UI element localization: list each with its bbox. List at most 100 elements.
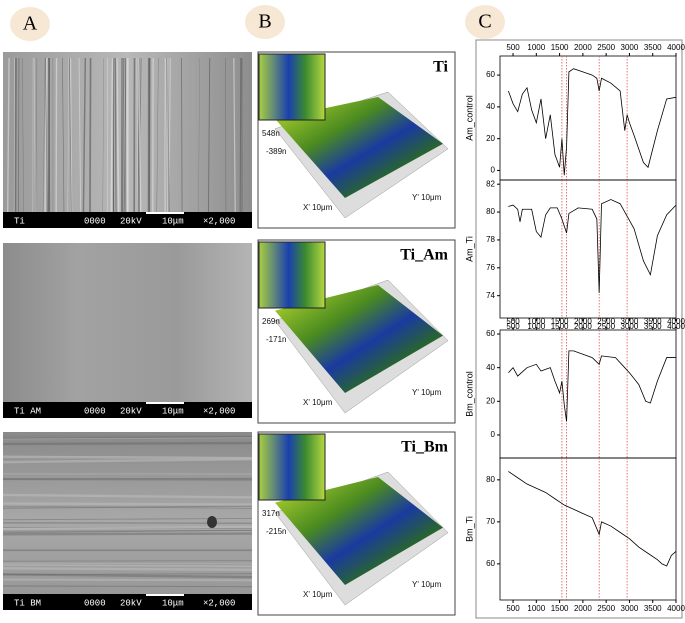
ftir-panel: 0 20 40 60 500 1000 1500 2000 2500 3000 3500 4000 Am… xyxy=(464,39,685,619)
texture xyxy=(35,57,38,213)
sem-sample: Ti AM xyxy=(14,406,41,416)
x-tick-label: 4000 xyxy=(667,604,685,613)
afm-y-axis: Y' 10μm xyxy=(412,580,442,589)
texture xyxy=(102,57,104,213)
sem-code: 0000 xyxy=(84,216,106,226)
x-tick-label: 2500 xyxy=(597,43,615,52)
afm-z-max: 317n xyxy=(262,509,280,518)
sem-voltage: 20kV xyxy=(120,406,142,416)
sem-scale: 10μm xyxy=(162,216,184,226)
x-tick-label: 2000 xyxy=(574,604,592,613)
caption-bar xyxy=(3,594,252,610)
texture xyxy=(2,441,253,446)
texture xyxy=(2,493,253,499)
texture xyxy=(136,57,139,213)
y-axis-label: Am_control xyxy=(464,95,474,141)
panel-label: C xyxy=(478,11,491,33)
texture xyxy=(62,57,65,213)
x-tick-label: 1000 xyxy=(527,317,545,326)
x-tick-label: 4000 xyxy=(667,322,685,331)
texture xyxy=(2,578,253,582)
spectrum-line xyxy=(508,68,677,176)
x-tick-label: 3000 xyxy=(621,43,639,52)
y-tick-label: 70 xyxy=(486,517,495,526)
x-tick-label: 2500 xyxy=(597,317,615,326)
texture xyxy=(22,57,24,213)
sem-magnification: ×2,000 xyxy=(203,598,235,608)
y-tick-label: 80 xyxy=(486,475,495,484)
y-tick-label: 0 xyxy=(491,166,496,175)
afm-surface xyxy=(275,97,443,198)
texture xyxy=(137,57,142,213)
texture xyxy=(2,529,253,534)
x-tick-label: 2500 xyxy=(597,322,615,331)
spectrum-line xyxy=(508,471,677,567)
x-tick-label: 3500 xyxy=(644,317,662,326)
texture xyxy=(2,478,253,481)
afm-z-max: 548n xyxy=(262,129,280,138)
y-tick-label: 74 xyxy=(486,291,495,300)
y-tick-label: 60 xyxy=(486,329,495,338)
y-tick-label: 20 xyxy=(486,134,495,143)
afm-z-min: -215n xyxy=(266,527,286,536)
spectrum-line xyxy=(508,350,676,422)
sem-scale: 10μm xyxy=(162,598,184,608)
afm-label: Ti xyxy=(433,59,448,76)
panel-label: B xyxy=(258,11,271,33)
x-tick-label: 1500 xyxy=(551,317,569,326)
sem-code: 0000 xyxy=(84,406,106,416)
label-badge xyxy=(245,5,285,39)
sem-scale: 10μm xyxy=(162,406,184,416)
label-badge xyxy=(10,7,50,41)
plot-frame xyxy=(499,179,677,319)
texture xyxy=(33,57,36,213)
y-axis-label: Bm_Ti xyxy=(464,516,474,542)
x-tick-label: 1000 xyxy=(527,322,545,331)
sem-image xyxy=(3,243,252,418)
afm-label: Ti_Am xyxy=(400,247,448,264)
spectrum-line xyxy=(508,199,677,293)
texture xyxy=(207,516,217,528)
afm-z-min: -389n xyxy=(266,147,286,156)
sem-magnification: ×2,000 xyxy=(203,216,235,226)
x-tick-label: 2000 xyxy=(574,322,592,331)
afm-label: Ti_Bm xyxy=(401,439,449,456)
texture xyxy=(2,502,253,506)
texture xyxy=(2,455,253,460)
y-tick-label: 60 xyxy=(486,70,495,79)
afm-panel: Ti 548n -389n X' 10μm Y' 10μm Ti_Am 269n -171n X… xyxy=(257,51,456,616)
texture xyxy=(239,57,242,213)
sem-voltage: 20kV xyxy=(120,598,142,608)
afm-surface xyxy=(275,285,443,393)
x-tick-label: 1500 xyxy=(551,322,569,331)
texture xyxy=(2,573,253,576)
y-tick-label: 82 xyxy=(486,179,495,188)
sem-magnification: ×2,000 xyxy=(203,406,235,416)
texture xyxy=(48,57,51,213)
x-tick-label: 500 xyxy=(506,43,520,52)
y-tick-label: 78 xyxy=(486,235,495,244)
y-tick-label: 20 xyxy=(486,396,495,405)
texture xyxy=(116,57,120,213)
texture xyxy=(2,560,253,562)
x-tick-label: 500 xyxy=(506,604,520,613)
texture xyxy=(42,57,46,213)
afm-z-min: -171n xyxy=(266,335,286,344)
y-tick-label: 80 xyxy=(486,207,495,216)
afm-z-max: 269n xyxy=(262,317,280,326)
x-tick-label: 2000 xyxy=(574,43,592,52)
x-tick-label: 1500 xyxy=(551,43,569,52)
texture xyxy=(156,57,159,213)
texture xyxy=(14,57,17,213)
afm-inset xyxy=(258,241,326,309)
texture xyxy=(2,437,253,440)
texture xyxy=(68,57,72,213)
texture xyxy=(207,57,211,213)
texture xyxy=(45,57,48,213)
plot-frame xyxy=(499,457,677,601)
x-tick-label: 500 xyxy=(506,317,520,326)
caption-bar xyxy=(3,402,252,418)
afm-y-axis: Y' 10μm xyxy=(412,388,442,397)
x-tick-label: 4000 xyxy=(667,43,685,52)
